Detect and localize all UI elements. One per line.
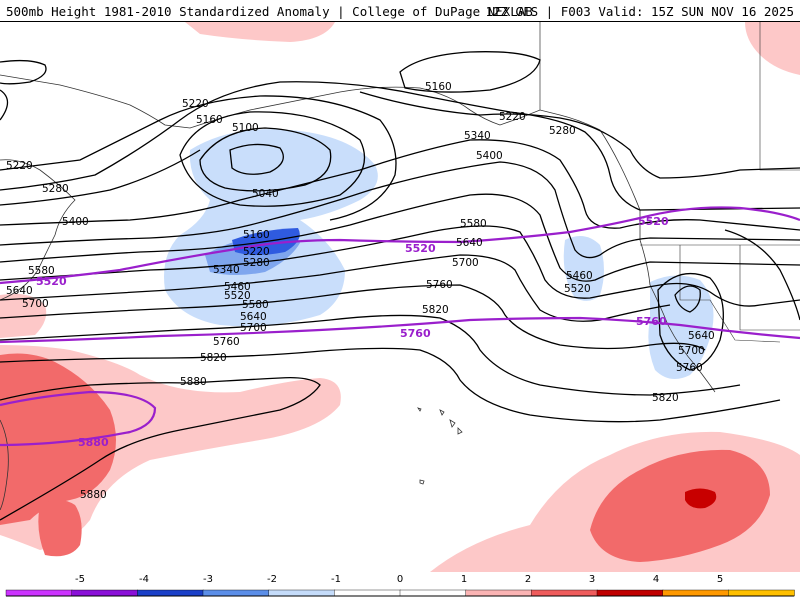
color-scale-segment — [399, 589, 467, 597]
color-scale-bar: -5 -4 -3 -2 -1 0 1 2 3 4 5 — [0, 572, 800, 600]
height-label: 5460 — [566, 270, 593, 282]
height-label: 5280 — [243, 257, 270, 269]
height-label: 5520 — [564, 283, 591, 295]
reference-contours — [0, 206, 800, 447]
scale-label: 4 — [652, 574, 660, 585]
height-label: 5820 — [652, 392, 679, 404]
color-scale-segments — [5, 589, 795, 597]
scale-label: 3 — [588, 574, 596, 585]
height-label: 5220 — [243, 246, 270, 258]
negative-anomaly-westcoast — [563, 236, 604, 301]
positive-anomaly-top — [185, 22, 335, 42]
height-label: 5760 — [676, 362, 703, 374]
height-label: 5820 — [200, 352, 227, 364]
scale-label: -2 — [267, 574, 277, 585]
height-label: 5640 — [688, 330, 715, 342]
height-label: 5580 — [460, 218, 487, 230]
color-scale-segment — [728, 589, 795, 597]
height-label: 5160 — [425, 81, 452, 93]
color-scale-segment — [5, 589, 73, 597]
height-label: 5040 — [252, 188, 279, 200]
height-label: 5220 — [6, 160, 33, 172]
reference-contour-labels: 5520 5520 5520 5760 5760 5880 — [36, 215, 669, 449]
height-label: 5400 — [476, 150, 503, 162]
height-label: 5400 — [62, 216, 89, 228]
purple-contour-5880 — [0, 390, 157, 447]
scale-label: 5 — [716, 574, 724, 585]
height-contours — [0, 51, 800, 521]
map-canvas: 5160 5220 5160 5100 5040 5220 5280 5400 … — [0, 22, 800, 572]
height-label: 5220 — [182, 98, 209, 110]
scale-label: -5 — [75, 574, 85, 585]
height-label: 5340 — [213, 264, 240, 276]
color-scale-segment — [268, 589, 336, 597]
positive-anomaly-southeast-strong — [590, 449, 770, 562]
positive-anomaly-top-right — [745, 22, 800, 75]
color-scale-segment — [202, 589, 270, 597]
height-label: 5280 — [42, 183, 69, 195]
model-run-info: 12Z GFS | F003 Valid: 15Z SUN NOV 16 202… — [485, 4, 794, 19]
map-area: 5160 5220 5160 5100 5040 5220 5280 5400 … — [0, 22, 800, 572]
height-label: 5520 — [224, 290, 251, 302]
positive-anomaly-west-strong — [0, 353, 116, 525]
height-label: 5160 — [196, 114, 223, 126]
color-scale-segment — [137, 589, 204, 597]
color-scale-segment — [334, 589, 401, 597]
purple-label: 5760 — [636, 315, 667, 328]
scale-label: 0 — [396, 574, 404, 585]
purple-contour-5760 — [0, 316, 800, 344]
height-contour-labels: 5160 5220 5160 5100 5040 5220 5280 5400 … — [6, 81, 715, 501]
height-label: 5280 — [549, 125, 576, 137]
color-scale-segment — [465, 589, 533, 597]
positive-anomaly-core — [685, 488, 717, 509]
height-label: 5700 — [22, 298, 49, 310]
color-scale-segment — [662, 589, 730, 597]
height-label: 5100 — [232, 122, 259, 134]
negative-anomaly-california — [648, 275, 714, 379]
height-label: 5220 — [499, 111, 526, 123]
map-header: 500mb Height 1981-2010 Standardized Anom… — [0, 0, 800, 22]
height-label: 5880 — [80, 489, 107, 501]
purple-label: 5520 — [405, 242, 436, 255]
height-label: 5340 — [464, 130, 491, 142]
scale-label: -1 — [331, 574, 341, 585]
height-label: 5640 — [6, 285, 33, 297]
height-label: 5880 — [180, 376, 207, 388]
height-label: 5820 — [422, 304, 449, 316]
color-scale-segment — [71, 589, 139, 597]
height-label: 5700 — [678, 345, 705, 357]
color-scale-segment — [531, 589, 598, 597]
height-label: 5700 — [452, 257, 479, 269]
color-scale — [5, 589, 795, 597]
purple-contour-5520 — [0, 206, 800, 285]
height-label: 5160 — [243, 229, 270, 241]
purple-label: 5520 — [36, 275, 67, 288]
purple-label: 5760 — [400, 327, 431, 340]
scale-label: -4 — [139, 574, 149, 585]
scale-label: 2 — [524, 574, 532, 585]
height-label: 5640 — [456, 237, 483, 249]
height-label: 5580 — [242, 299, 269, 311]
height-label: 5580 — [28, 265, 55, 277]
height-label: 5760 — [213, 336, 240, 348]
height-label: 5760 — [426, 279, 453, 291]
height-label: 5700 — [240, 322, 267, 334]
scale-label: -3 — [203, 574, 213, 585]
height-label: 5460 — [224, 281, 251, 293]
height-label: 5640 — [240, 311, 267, 323]
positive-anomaly-southwest — [38, 500, 82, 557]
scale-label: 1 — [460, 574, 468, 585]
map-title: 500mb Height 1981-2010 Standardized Anom… — [6, 4, 533, 19]
purple-label: 5880 — [78, 436, 109, 449]
color-scale-segment — [596, 589, 664, 597]
purple-label: 5520 — [638, 215, 669, 228]
